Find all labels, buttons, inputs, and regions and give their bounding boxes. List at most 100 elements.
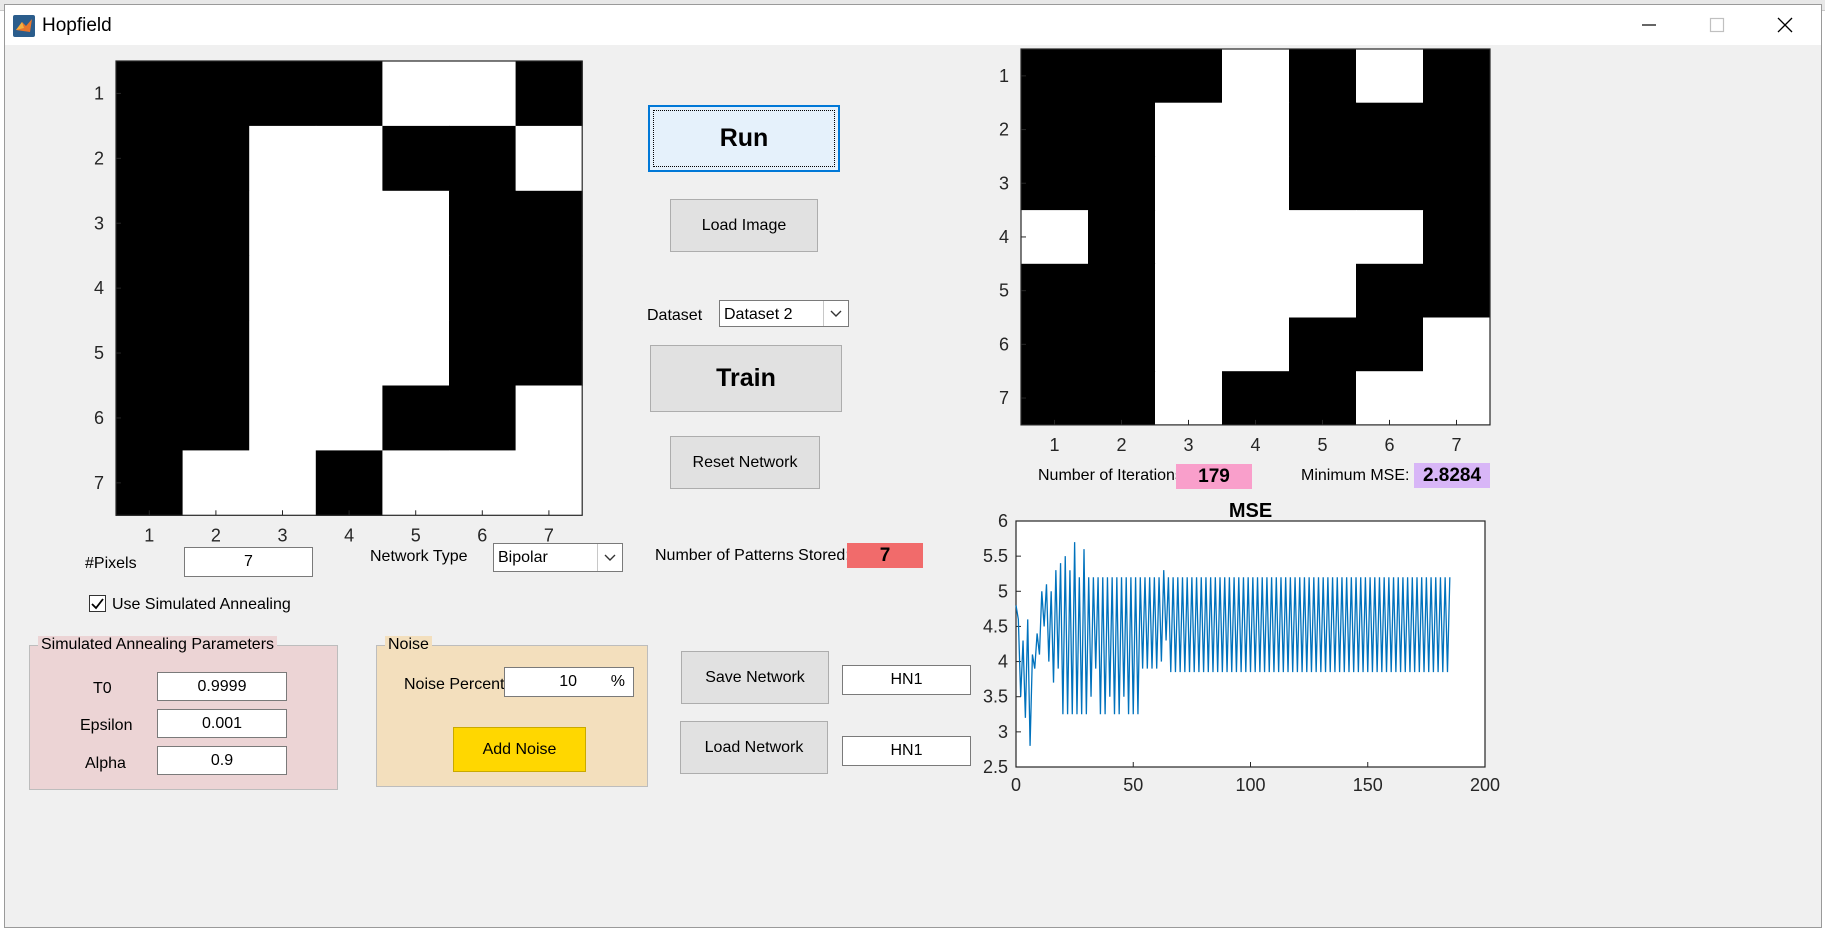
- window-title: Hopfield: [42, 15, 112, 36]
- save-network-button[interactable]: Save Network: [681, 651, 829, 704]
- train-button[interactable]: Train: [650, 345, 842, 412]
- t0-label: T0: [93, 680, 112, 697]
- left-grid-cell: [382, 450, 450, 516]
- right-grid-cell: [1222, 317, 1290, 372]
- right-grid-cell: [1423, 102, 1491, 157]
- left-grid-y-tick-label: 7: [94, 473, 104, 493]
- left-grid-cell: [449, 61, 517, 127]
- right-grid-y-tick-label: 4: [999, 227, 1009, 247]
- patterns-stored-value: 7: [847, 543, 923, 568]
- right-grid-y-tick-label: 2: [999, 120, 1009, 140]
- left-grid-cell: [116, 125, 184, 192]
- reset-network-button[interactable]: Reset Network: [670, 436, 820, 489]
- run-button[interactable]: Run: [648, 105, 840, 172]
- right-grid-cell: [1021, 210, 1089, 265]
- min-mse-value: 2.8284: [1414, 463, 1490, 488]
- right-grid-cell: [1155, 49, 1223, 104]
- left-grid-cell: [449, 255, 517, 322]
- mse-plot-area: [1015, 520, 1486, 768]
- load-image-button[interactable]: Load Image: [670, 199, 818, 252]
- network-type-select[interactable]: Bipolar: [493, 543, 623, 572]
- left-grid-cell: [182, 125, 250, 192]
- right-grid-cell: [1423, 371, 1491, 426]
- save-network-name-input[interactable]: HN1: [842, 665, 971, 695]
- mse-x-tick-label: 100: [1235, 775, 1265, 793]
- right-grid-y-tick-label: 5: [999, 281, 1009, 301]
- right-grid-y-tick-label: 1: [999, 66, 1009, 86]
- right-grid-y-tick-label: 3: [999, 173, 1009, 193]
- right-grid-cell: [1356, 102, 1424, 157]
- right-grid-cell: [1289, 210, 1357, 265]
- left-grid-cell: [515, 385, 583, 451]
- left-grid-cell: [182, 385, 250, 451]
- left-grid-cell: [249, 125, 317, 192]
- left-grid-cell: [182, 190, 250, 257]
- left-grid-x-tick-label: 7: [544, 525, 554, 545]
- pixels-label: #Pixels: [85, 555, 137, 572]
- left-grid-cell: [249, 255, 317, 322]
- right-grid-y-tick-label: 6: [999, 334, 1009, 354]
- right-grid-cell: [1088, 317, 1156, 372]
- right-grid-cell: [1021, 317, 1089, 372]
- right-grid-cell: [1222, 263, 1290, 318]
- noise-percent-value: 10: [559, 673, 577, 690]
- input-pattern-grid: 1 2 3 4 5 6 7 1 2 3 4 5 6 7: [94, 60, 583, 545]
- noise-percent-label: Noise Percent: [404, 676, 505, 693]
- left-grid-cell: [382, 61, 450, 127]
- left-grid-cell: [449, 190, 517, 257]
- t0-input[interactable]: 0.9999: [157, 672, 287, 701]
- right-grid-cell: [1289, 263, 1357, 318]
- close-button[interactable]: [1751, 5, 1819, 45]
- right-grid-cell: [1155, 371, 1223, 426]
- right-grid-cell: [1155, 263, 1223, 318]
- maximize-button[interactable]: [1683, 5, 1751, 45]
- right-grid-cell: [1088, 49, 1156, 104]
- dataset-select-value: Dataset 2: [724, 306, 793, 323]
- mse-chart: MSE 0 50 100 150 200 2.5 3 3.5 4 4.5 5 5.5 6: [983, 500, 1500, 793]
- left-grid-cell: [382, 320, 450, 386]
- left-grid-cell: [116, 61, 184, 127]
- left-grid-cell: [182, 255, 250, 322]
- right-grid-cell: [1423, 49, 1491, 104]
- dataset-select[interactable]: Dataset 2: [719, 300, 849, 327]
- title-bar: Hopfield: [5, 5, 1821, 45]
- right-grid-cell: [1289, 156, 1357, 211]
- left-grid-y-tick-label: 1: [94, 83, 104, 103]
- use-sa-checkbox[interactable]: [89, 595, 106, 612]
- left-grid-cell: [315, 450, 383, 516]
- chevron-down-icon: [823, 301, 848, 326]
- load-network-button[interactable]: Load Network: [680, 721, 828, 774]
- left-grid-y-tick-label: 6: [94, 408, 104, 428]
- mse-x-tick-label: 150: [1353, 775, 1383, 793]
- epsilon-label: Epsilon: [80, 717, 133, 734]
- right-grid-cell: [1088, 156, 1156, 211]
- pixels-input[interactable]: 7: [184, 547, 313, 577]
- right-grid-x-tick-label: 5: [1317, 435, 1327, 455]
- noise-percent-input[interactable]: 10 %: [504, 667, 634, 697]
- left-grid-cell: [315, 385, 383, 451]
- network-type-label: Network Type: [370, 548, 468, 565]
- right-grid-cell: [1088, 371, 1156, 426]
- add-noise-button[interactable]: Add Noise: [453, 727, 586, 772]
- left-grid-cell: [249, 190, 317, 257]
- left-grid-y-tick-label: 4: [94, 278, 104, 298]
- right-grid-cell: [1155, 317, 1223, 372]
- right-grid-cell: [1356, 156, 1424, 211]
- right-grid-cell: [1222, 156, 1290, 211]
- minimize-button[interactable]: [1615, 5, 1683, 45]
- output-pattern-grid: 1 2 3 4 5 6 7 1 2 3 4 5 6 7: [999, 48, 1491, 455]
- left-grid-cell: [515, 61, 583, 127]
- right-grid-cell: [1356, 371, 1424, 426]
- right-grid-cell: [1222, 49, 1290, 104]
- alpha-input[interactable]: 0.9: [157, 746, 287, 775]
- epsilon-input[interactable]: 0.001: [157, 709, 287, 738]
- mse-y-tick-label: 4: [998, 652, 1008, 672]
- left-grid-cell: [116, 190, 184, 257]
- mse-y-tick-label: 6: [998, 511, 1008, 531]
- left-grid-y-tick-label: 2: [94, 148, 104, 168]
- right-grid-cell: [1155, 102, 1223, 157]
- mse-y-tick-label: 5.5: [983, 546, 1008, 566]
- load-network-name-input[interactable]: HN1: [842, 736, 971, 766]
- left-grid-cell: [315, 125, 383, 192]
- right-grid-cell: [1423, 263, 1491, 318]
